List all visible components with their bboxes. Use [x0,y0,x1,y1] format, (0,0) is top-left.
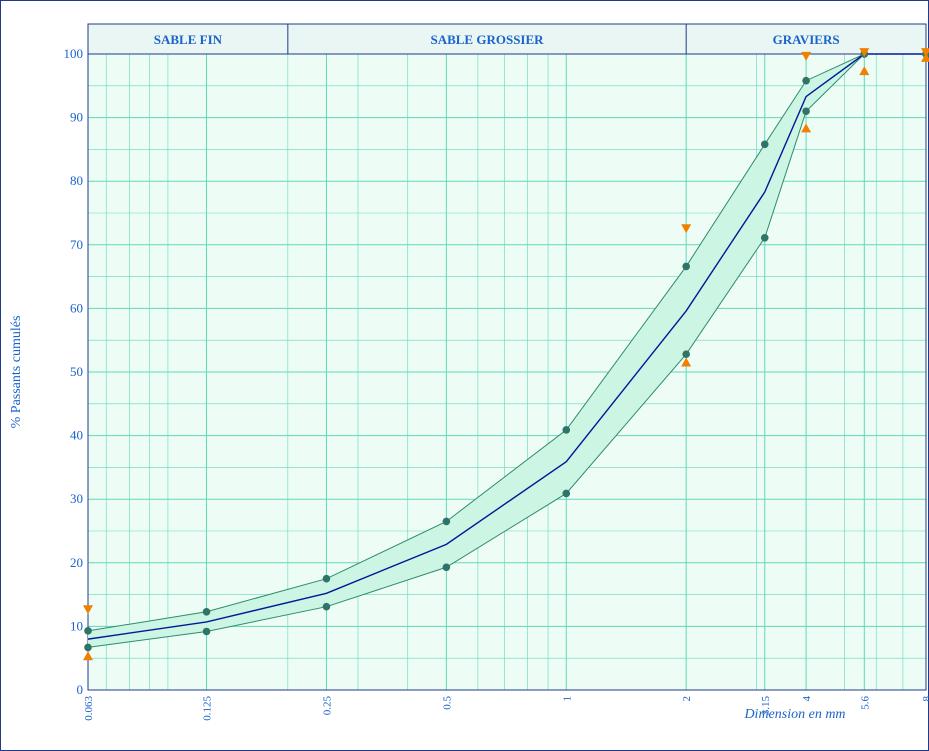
y-tick-label: 80 [70,173,83,188]
lower-limit-marker [921,52,929,62]
mean-curve [87,53,926,640]
grid [87,53,927,691]
data-point [760,234,769,242]
lower-curve [87,53,926,648]
y-tick-label: 60 [70,300,83,315]
lower-limit-marker [859,66,870,76]
data-point [760,140,769,149]
lower-limit-marker [681,357,692,367]
curves [87,53,926,648]
limit-markers [83,48,929,661]
x-tick-label: 2 [681,696,693,702]
data-point [442,517,451,526]
x-tick-label: 0.063 [83,696,95,721]
zone-header-box [87,23,927,55]
y-tick-label: 90 [70,110,83,125]
y-tick-label: 70 [70,237,83,252]
data-point [682,262,690,271]
y-tick-label: 0 [77,682,84,697]
data-point [202,607,211,616]
y-tick-label: 40 [70,428,83,443]
x-axis-title: Dimension en mm [743,707,845,722]
x-tick-label: 8 [921,696,929,702]
y-tick-label: 100 [64,46,84,61]
data-point [442,563,451,572]
lower-limit-marker [801,123,812,133]
data-point [802,107,810,116]
data-point [322,574,331,583]
zone-header: SABLE FIN SABLE GROSSIER GRAVIERS [87,23,927,55]
plot-border [87,53,927,691]
x-tick-label: 4 [801,696,813,702]
y-tick-label: 10 [70,618,83,633]
x-tick-label: 1 [561,696,573,702]
upper-limit-marker [801,51,812,61]
tolerance-band-fill [88,54,926,648]
y-tick-labels: 0 10 20 30 40 50 60 70 80 90 100 [64,46,84,697]
upper-limit-marker [83,605,93,615]
tolerance-band [88,54,926,648]
y-axis-title: % Passants cumulés [9,316,24,429]
zone-label: SABLE FIN [154,32,223,47]
x-tick-label: 5.6 [859,696,871,710]
data-point [562,489,571,498]
data-point [802,76,810,85]
y-tick-label: 30 [70,491,83,506]
x-tick-label: 0.125 [202,696,214,721]
data-point [322,602,331,611]
data-point [682,350,690,358]
upper-curve [87,53,926,632]
upper-limit-marker [859,48,870,58]
x-tick-labels: 0.063 0.125 0.25 0.5 1 2 3.15 4 5.6 8 [83,696,929,721]
zone-label: SABLE GROSSIER [430,32,544,47]
data-point [202,627,211,636]
y-tick-label: 50 [70,364,83,379]
data-point [84,627,92,635]
zone-label: GRAVIERS [773,32,840,47]
x-tick-label: 0.25 [321,696,333,716]
data-point [562,426,571,434]
lower-limit-marker [83,651,93,661]
y-tick-label: 20 [70,555,83,570]
upper-limit-marker [681,224,692,234]
x-tick-label: 0.5 [441,696,453,710]
data-point [84,643,92,652]
x-tick-label: 3.15 [760,696,772,716]
